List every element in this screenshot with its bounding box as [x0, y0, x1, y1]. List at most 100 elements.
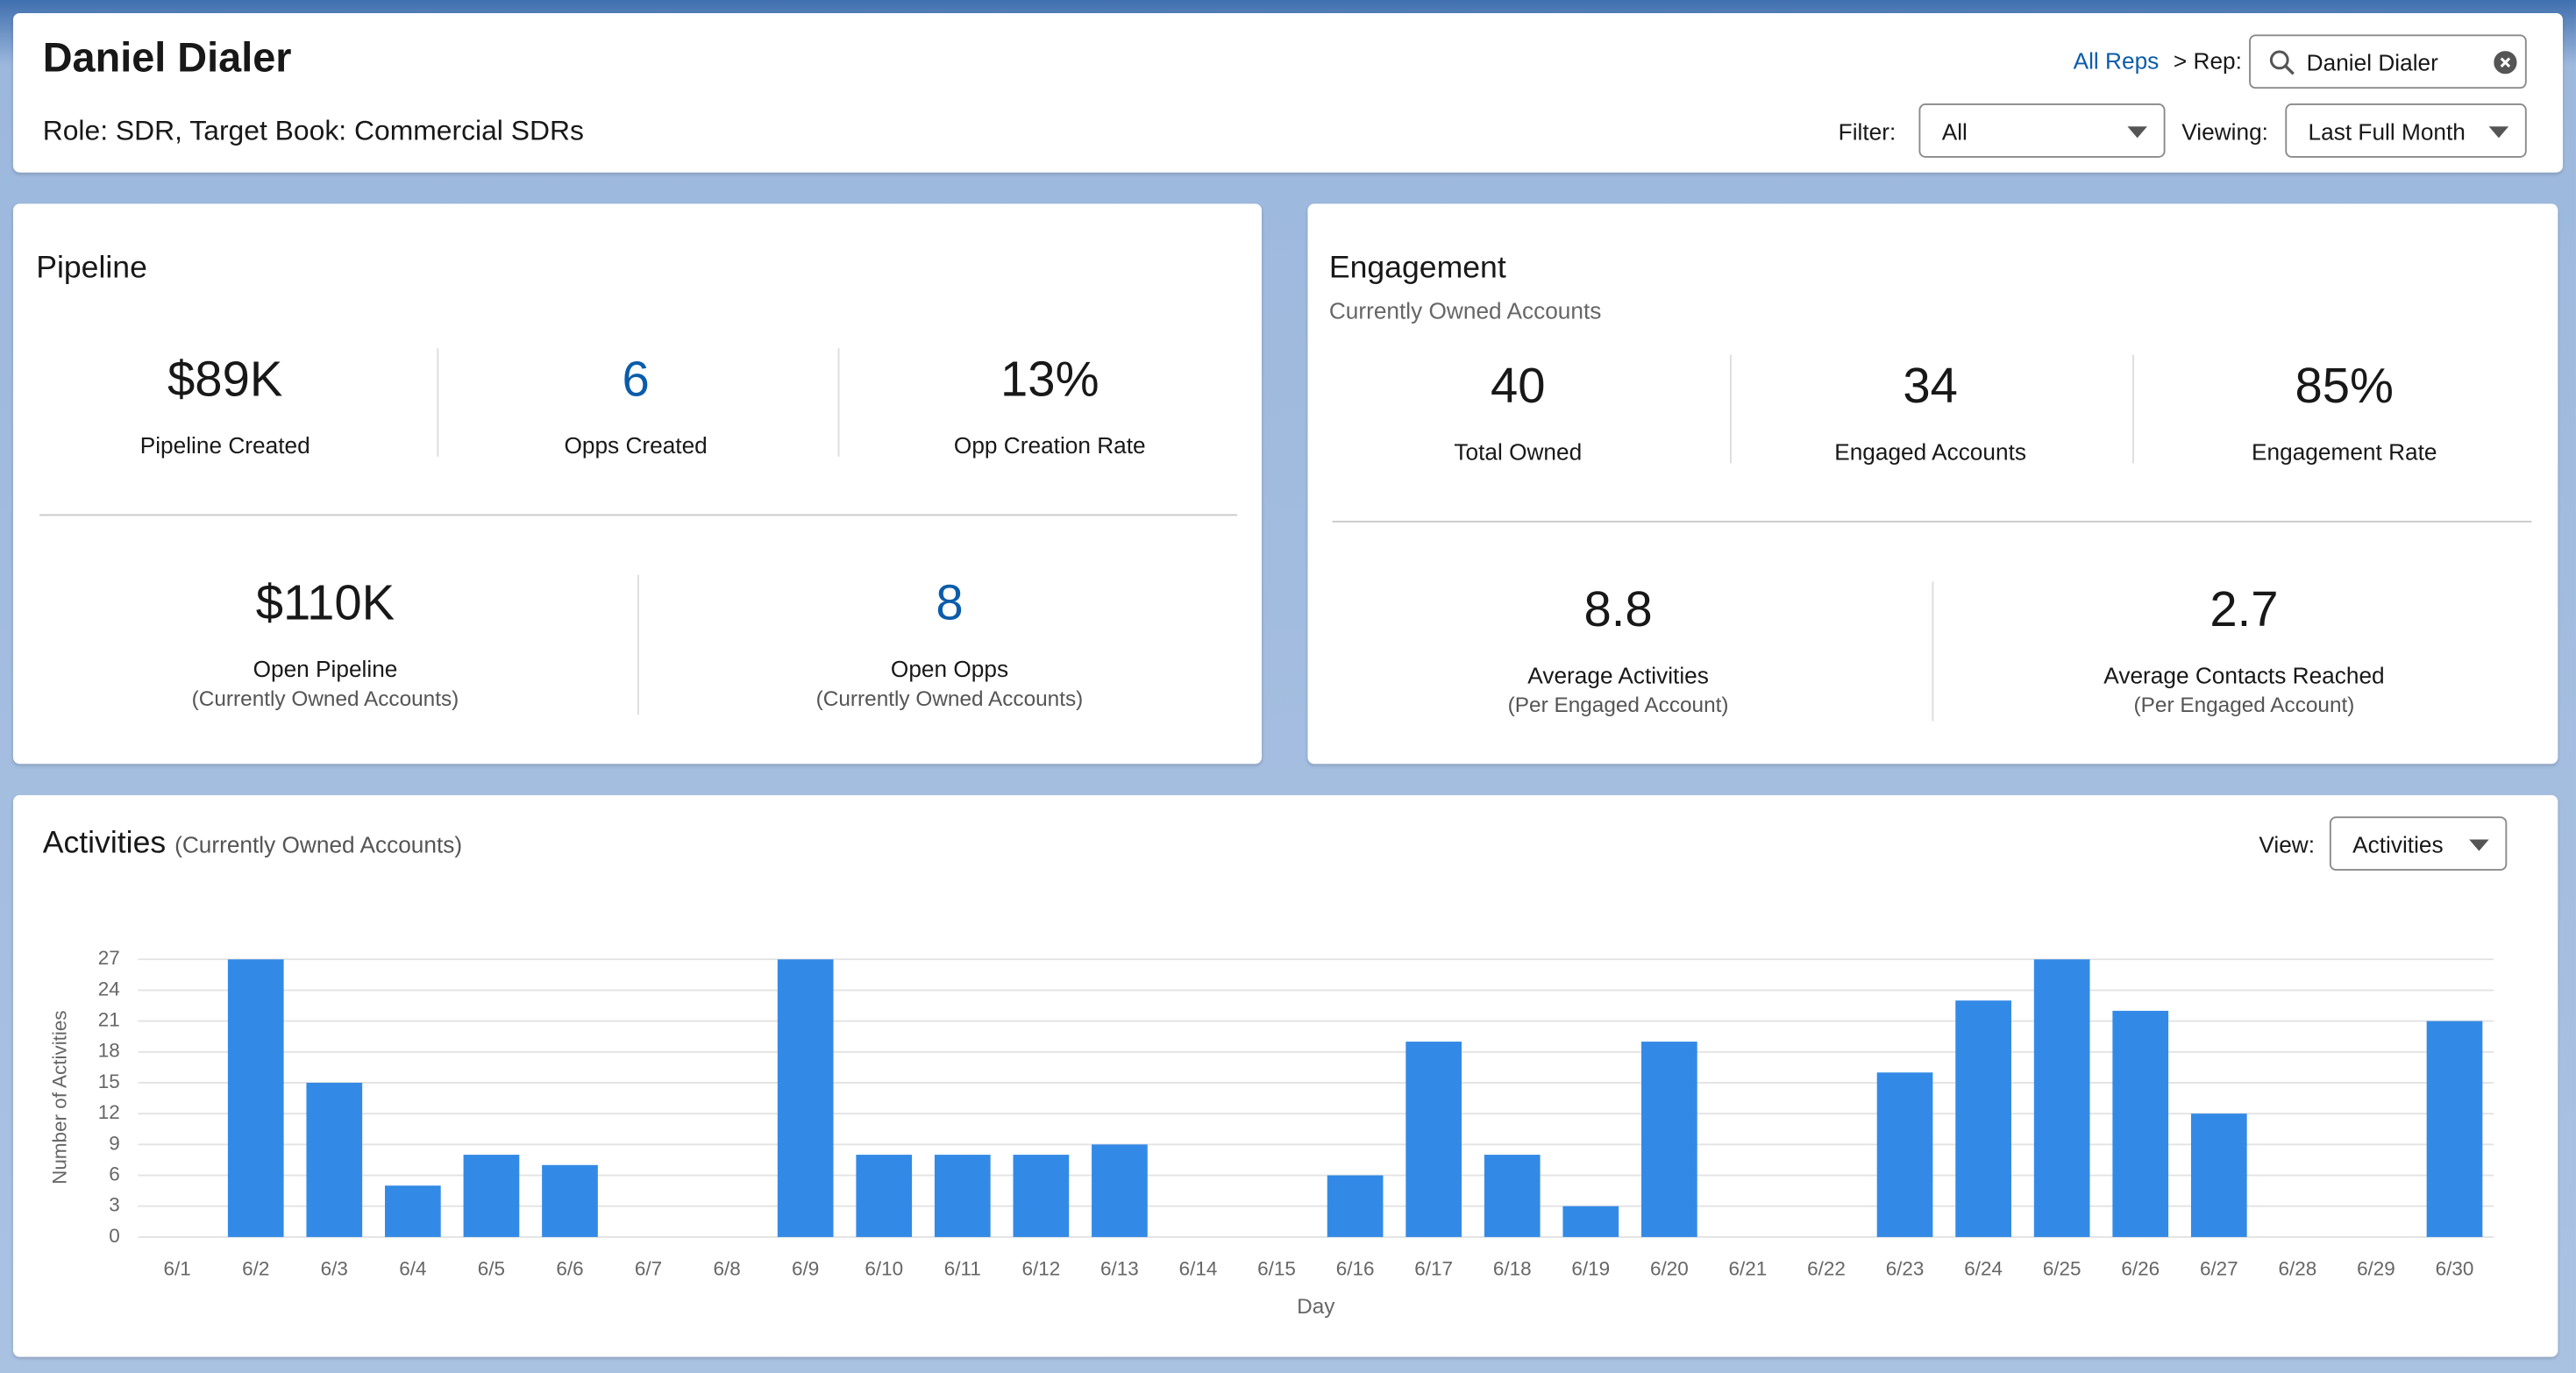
- x-tick-label: 6/4: [399, 1257, 426, 1279]
- clear-icon[interactable]: [2494, 51, 2517, 75]
- x-tick-label: 6/10: [865, 1257, 903, 1279]
- bar: [934, 1155, 991, 1237]
- bar: [1562, 1206, 1619, 1237]
- x-tick-label: 6/6: [556, 1257, 583, 1279]
- viewing-dropdown[interactable]: Last Full Month: [2285, 103, 2527, 158]
- metric-value: $110K: [255, 576, 395, 631]
- bar: [1405, 1042, 1462, 1237]
- y-tick-label: 21: [98, 1009, 120, 1031]
- filter-dropdown[interactable]: All: [1918, 103, 2166, 158]
- metric-note: (Currently Owned Accounts): [191, 686, 459, 711]
- rep-label: > Rep:: [2173, 47, 2242, 75]
- x-tick-label: 6/17: [1414, 1257, 1453, 1279]
- activities-subtitle: (Currently Owned Accounts): [174, 831, 463, 858]
- x-tick-label: 6/19: [1571, 1257, 1610, 1279]
- metric-value: 8.8: [1583, 583, 1653, 637]
- x-tick-label: 6/20: [1650, 1257, 1689, 1279]
- x-tick-label: 6/15: [1257, 1257, 1296, 1279]
- x-tick-label: 6/11: [944, 1257, 981, 1279]
- metric-label: Total Owned: [1454, 438, 1583, 466]
- y-axis-label: Number of Activities: [48, 1010, 70, 1184]
- metric-label: Pipeline Created: [139, 431, 310, 459]
- bar: [1955, 1000, 2011, 1237]
- x-tick-label: 6/8: [713, 1257, 740, 1279]
- y-tick-label: 27: [98, 947, 120, 969]
- bar: [1092, 1144, 1148, 1237]
- x-tick-label: 6/23: [1886, 1257, 1925, 1279]
- metric-label: Open Opps: [890, 655, 1009, 682]
- x-tick-label: 6/27: [2200, 1257, 2238, 1279]
- all-reps-link[interactable]: All Reps: [2073, 47, 2160, 75]
- bar: [777, 959, 834, 1237]
- pipeline-card: [12, 203, 1263, 765]
- metric-label: Average Activities: [1527, 662, 1709, 689]
- bar: [542, 1164, 598, 1237]
- x-tick-label: 6/13: [1100, 1257, 1139, 1279]
- x-tick-label: 6/18: [1493, 1257, 1532, 1279]
- bar: [2033, 959, 2090, 1237]
- x-tick-label: 6/29: [2357, 1257, 2395, 1279]
- x-tick-label: 6/30: [2436, 1257, 2474, 1279]
- x-tick-label: 6/5: [478, 1257, 505, 1279]
- metric-label: Opp Creation Rate: [953, 431, 1146, 459]
- x-tick-label: 6/28: [2279, 1257, 2317, 1279]
- bar: [2190, 1113, 2247, 1237]
- rep-search[interactable]: Daniel Dialer: [2249, 34, 2527, 89]
- engagement-subtitle: Currently Owned Accounts: [1328, 297, 1602, 324]
- x-tick-label: 6/25: [2043, 1257, 2081, 1279]
- x-tick-label: 6/21: [1729, 1257, 1768, 1279]
- y-tick-label: 12: [98, 1101, 120, 1123]
- x-tick-label: 6/3: [321, 1257, 348, 1279]
- x-tick-label: 6/22: [1807, 1257, 1846, 1279]
- activities-title: Activities (Currently Owned Accounts): [43, 826, 462, 862]
- y-tick-label: 6: [109, 1163, 120, 1184]
- bar: [2426, 1021, 2483, 1237]
- filter-value: All: [1941, 117, 1968, 145]
- metric-note: (Per Engaged Account): [2133, 692, 2355, 717]
- bar: [306, 1082, 363, 1237]
- metric-value: $89K: [167, 352, 283, 408]
- engagement-title: Engagement: [1328, 251, 1506, 287]
- metric-label: Average Contacts Reached: [2103, 662, 2385, 689]
- metric-label: Engagement Rate: [2252, 438, 2437, 466]
- metric-label: Open Pipeline: [253, 655, 398, 682]
- y-tick-label: 3: [109, 1194, 120, 1216]
- bar: [856, 1155, 913, 1237]
- metric-value: 6: [622, 352, 650, 408]
- x-tick-label: 6/26: [2121, 1257, 2160, 1279]
- metric-value: 8: [936, 576, 964, 631]
- rep-subtitle: Role: SDR, Target Book: Commercial SDRs: [42, 115, 584, 146]
- x-axis-label: Day: [1297, 1295, 1335, 1319]
- view-label: View:: [2259, 831, 2316, 858]
- x-tick-label: 6/12: [1021, 1257, 1060, 1279]
- metric-value: 85%: [2295, 359, 2395, 415]
- rep-title: Daniel Dialer: [42, 35, 292, 82]
- bar: [1013, 1155, 1070, 1237]
- pipeline-title: Pipeline: [36, 251, 147, 287]
- x-tick-label: 6/7: [635, 1257, 662, 1279]
- metric-value: 13%: [1000, 352, 1099, 408]
- viewing-value: Last Full Month: [2308, 117, 2466, 145]
- metric-value: 2.7: [2210, 583, 2279, 637]
- bar: [1484, 1155, 1541, 1237]
- bar: [1327, 1175, 1384, 1237]
- bar: [385, 1185, 441, 1237]
- view-value: Activities: [2352, 831, 2444, 858]
- x-tick-label: 6/24: [1964, 1257, 2003, 1279]
- metric-note: (Currently Owned Accounts): [815, 686, 1084, 711]
- y-tick-label: 24: [98, 978, 120, 1000]
- bar: [1641, 1042, 1697, 1237]
- viewing-label: Viewing:: [2181, 117, 2268, 145]
- y-tick-label: 15: [98, 1071, 120, 1092]
- metric-label: Engaged Accounts: [1834, 438, 2026, 466]
- x-tick-label: 6/14: [1179, 1257, 1218, 1279]
- view-dropdown[interactable]: Activities: [2329, 816, 2508, 871]
- activities-title-text: Activities: [42, 826, 167, 861]
- y-tick-label: 0: [109, 1225, 120, 1247]
- y-tick-label: 18: [98, 1040, 120, 1062]
- search-icon: [2269, 50, 2295, 75]
- metric-value: 40: [1491, 359, 1546, 415]
- bar: [2112, 1010, 2169, 1237]
- x-tick-label: 6/2: [242, 1257, 269, 1279]
